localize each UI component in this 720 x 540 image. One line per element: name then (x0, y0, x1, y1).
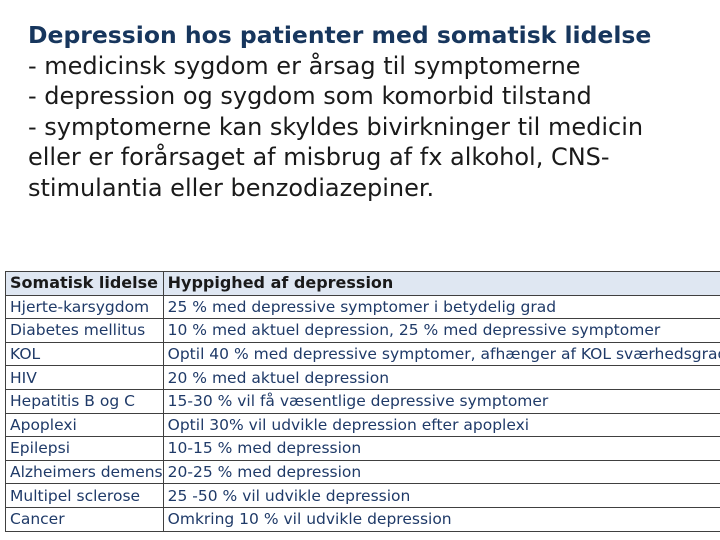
frequency-cell: Omkring 10 % vil udvikle depression (162, 506, 720, 532)
table-row: Hepatitis B og C 15-30 % vil få væsentli… (5, 388, 720, 414)
frequency-cell: 25 % med depressive symptomer i betydeli… (162, 294, 720, 320)
table-row: HIV 20 % med aktuel depression (5, 365, 720, 390)
column-header-condition: Somatisk lidelse (5, 271, 164, 296)
frequency-cell: 10 % med aktuel depression, 25 % med dep… (162, 318, 720, 343)
condition-cell: Diabetes mellitus (5, 318, 164, 343)
condition-cell: Cancer (5, 506, 164, 532)
bullet-line: - symptomerne kan skyldes bivirkninger t… (28, 112, 644, 141)
condition-cell: Alzheimers demens (5, 459, 164, 485)
condition-cell: KOL (5, 341, 164, 367)
bullet-line: - depression og sygdom som komorbid tils… (28, 82, 592, 110)
bullet-line: - medicinsk sygdom er årsag til symptome… (28, 51, 581, 80)
table-row: Diabetes mellitus 10 % med aktuel depres… (5, 318, 720, 343)
frequency-cell: 10-15 % med depression (162, 436, 720, 461)
condition-cell: Apoplexi (5, 412, 164, 438)
frequency-cell: 25 -50 % vil udvikle depression (162, 483, 720, 508)
column-header-frequency: Hyppighed af depression (162, 271, 720, 296)
condition-cell: Hepatitis B og C (5, 388, 164, 414)
slide-title: Depression hos patienter med somatisk li… (28, 21, 652, 49)
depression-frequency-table: Somatisk lidelse Hyppighed af depression… (5, 271, 720, 532)
condition-cell: Epilepsi (5, 436, 164, 461)
frequency-cell: Optil 30% vil udvikle depression efter a… (162, 412, 720, 438)
table-row: KOL Optil 40 % med depressive symptomer,… (5, 341, 720, 367)
frequency-cell: Optil 40 % med depressive symptomer, afh… (162, 341, 720, 367)
table-row: Multipel sclerose 25 -50 % vil udvikle d… (5, 483, 720, 508)
frequency-cell: 20 % med aktuel depression (162, 365, 720, 390)
frequency-cell: 20-25 % med depression (162, 459, 720, 485)
table-row: Alzheimers demens 20-25 % med depression (5, 459, 720, 485)
bullet-line: eller er forårsaget af misbrug af fx alk… (28, 143, 610, 171)
frequency-cell: 15-30 % vil få væsentlige depressive sym… (162, 388, 720, 414)
condition-cell: Multipel sclerose (5, 483, 164, 508)
condition-cell: HIV (5, 365, 164, 390)
table-row: Cancer Omkring 10 % vil udvikle depressi… (5, 506, 720, 532)
table-row: Epilepsi 10-15 % med depression (5, 436, 720, 461)
table-row: Apoplexi Optil 30% vil udvikle depressio… (5, 412, 720, 438)
condition-cell: Hjerte-karsygdom (5, 294, 164, 320)
heading-block: Depression hos patienter med somatisk li… (28, 20, 708, 203)
bullet-line: stimulantia eller benzodiazepiner. (28, 173, 435, 202)
table-row: Hjerte-karsygdom 25 % med depressive sym… (5, 294, 720, 320)
table-header-row: Somatisk lidelse Hyppighed af depression (5, 271, 720, 296)
